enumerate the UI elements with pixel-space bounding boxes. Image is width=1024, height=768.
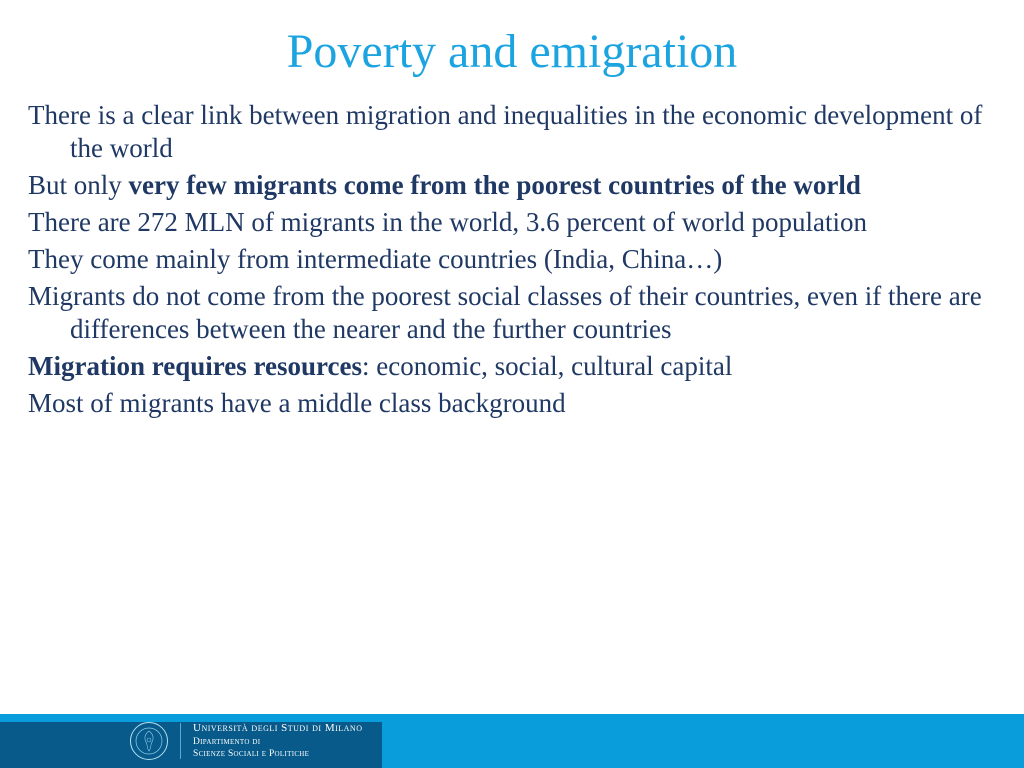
footer-text-block: Università degli Studi di Milano Diparti… xyxy=(193,722,362,760)
body-paragraph: Most of migrants have a middle class bac… xyxy=(28,387,996,420)
footer-light-panel xyxy=(382,714,1024,768)
footer-divider xyxy=(180,723,181,759)
text-run: Migration requires resources xyxy=(28,351,362,381)
body-paragraph: There are 272 MLN of migrants in the wor… xyxy=(28,206,996,239)
body-paragraph: There is a clear link between migration … xyxy=(28,99,996,165)
text-run: They come mainly from intermediate count… xyxy=(28,244,722,274)
text-run: Most of migrants have a middle class bac… xyxy=(28,388,566,418)
body-paragraph: But only very few migrants come from the… xyxy=(28,169,996,202)
university-name: Università degli Studi di Milano xyxy=(193,722,362,734)
body-paragraph: Migration requires resources: economic, … xyxy=(28,350,996,383)
footer-accent-stripe xyxy=(0,714,1024,722)
text-run: But only xyxy=(28,170,129,200)
slide: Poverty and emigration There is a clear … xyxy=(0,0,1024,768)
text-run: There are 272 MLN of migrants in the wor… xyxy=(28,207,867,237)
slide-content: There is a clear link between migration … xyxy=(0,99,1024,768)
text-run: There is a clear link between migration … xyxy=(28,100,982,163)
body-paragraph: Migrants do not come from the poorest so… xyxy=(28,280,996,346)
text-run: very few migrants come from the poorest … xyxy=(129,170,861,200)
university-logo xyxy=(130,722,168,760)
department-name: Dipartimento di Scienze Sociali e Politi… xyxy=(193,737,362,760)
footer-bar: Università degli Studi di Milano Diparti… xyxy=(0,714,1024,768)
text-run: : economic, social, cultural capital xyxy=(362,351,732,381)
text-run: Migrants do not come from the poorest so… xyxy=(28,281,982,344)
slide-title: Poverty and emigration xyxy=(0,0,1024,99)
body-paragraph: They come mainly from intermediate count… xyxy=(28,243,996,276)
footer-dark-panel: Università degli Studi di Milano Diparti… xyxy=(0,714,382,768)
